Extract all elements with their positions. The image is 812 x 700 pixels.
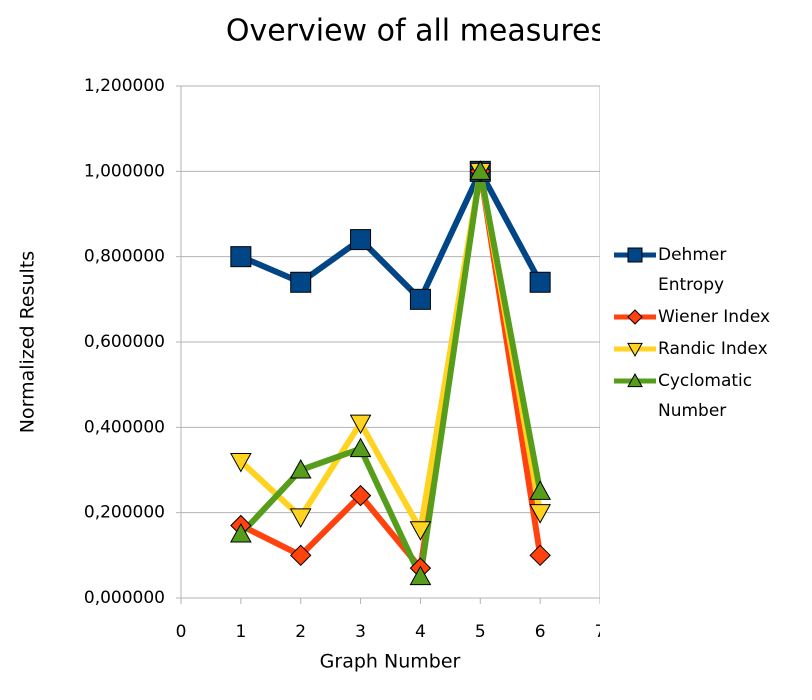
marker (409, 288, 431, 310)
x-tick-label: 1 (235, 622, 246, 642)
legend-label: Wiener Index (658, 307, 771, 327)
y-axis-label: Normalized Results (17, 251, 39, 433)
y-tick-label: 0,400000 (84, 417, 165, 437)
chart-title: Overview of all measures (226, 14, 600, 49)
x-tick-label: 6 (535, 622, 546, 642)
marker (409, 521, 432, 541)
marker (529, 504, 551, 524)
legend: Dehmer Entropy Wiener Index Randic Index Cy… (612, 244, 812, 432)
legend-item: Dehmer Entropy (612, 244, 812, 300)
legend-label: Randic Index (658, 339, 768, 359)
legend-icon (614, 309, 656, 325)
x-tick-label: 2 (295, 622, 306, 642)
marker (290, 271, 312, 293)
y-tick-label: 0,600000 (84, 332, 165, 352)
marker (627, 247, 643, 263)
marker (529, 271, 551, 293)
y-tick-label: 0,000000 (84, 588, 165, 608)
plot-border (180, 85, 600, 599)
marker (529, 544, 551, 567)
y-tick-label: 0,200000 (84, 503, 165, 523)
marker (529, 480, 551, 500)
marker (409, 565, 432, 586)
x-tick-label: 7 (595, 622, 600, 642)
legend-icon (614, 342, 656, 358)
series-line (238, 168, 544, 533)
legend-item: Cyclomatic Number (612, 370, 812, 426)
y-tick-label: 0,800000 (84, 247, 165, 267)
x-tick-label: 5 (475, 622, 486, 642)
marker (349, 484, 372, 507)
marker (289, 458, 312, 479)
marker (627, 372, 643, 388)
series-line (238, 168, 544, 580)
marker (627, 342, 643, 358)
legend-item: Randic Index (612, 338, 812, 364)
marker (627, 309, 643, 325)
y-tick-label: 1,200000 (84, 76, 165, 96)
x-tick-label: 4 (415, 622, 426, 642)
x-tick-label: 3 (355, 622, 366, 642)
marker (289, 508, 312, 528)
legend-label: Dehmer Entropy (658, 245, 727, 295)
marker (349, 437, 372, 458)
x-axis-label: Graph Number (320, 651, 461, 673)
legend-item: Wiener Index (612, 306, 812, 332)
marker (230, 452, 252, 473)
legend-icon (614, 372, 656, 388)
y-tick-label: 1,000000 (84, 161, 165, 181)
legend-label: Cyclomatic Number (658, 371, 753, 421)
marker (230, 246, 252, 268)
marker (469, 160, 492, 180)
legend-icon (614, 247, 656, 263)
marker (290, 544, 312, 567)
marker (230, 522, 252, 543)
chart: Overview of all measures Graph Number No… (17, 14, 600, 673)
x-tick-label: 0 (176, 622, 187, 642)
marker (349, 414, 372, 435)
marker (350, 229, 372, 251)
